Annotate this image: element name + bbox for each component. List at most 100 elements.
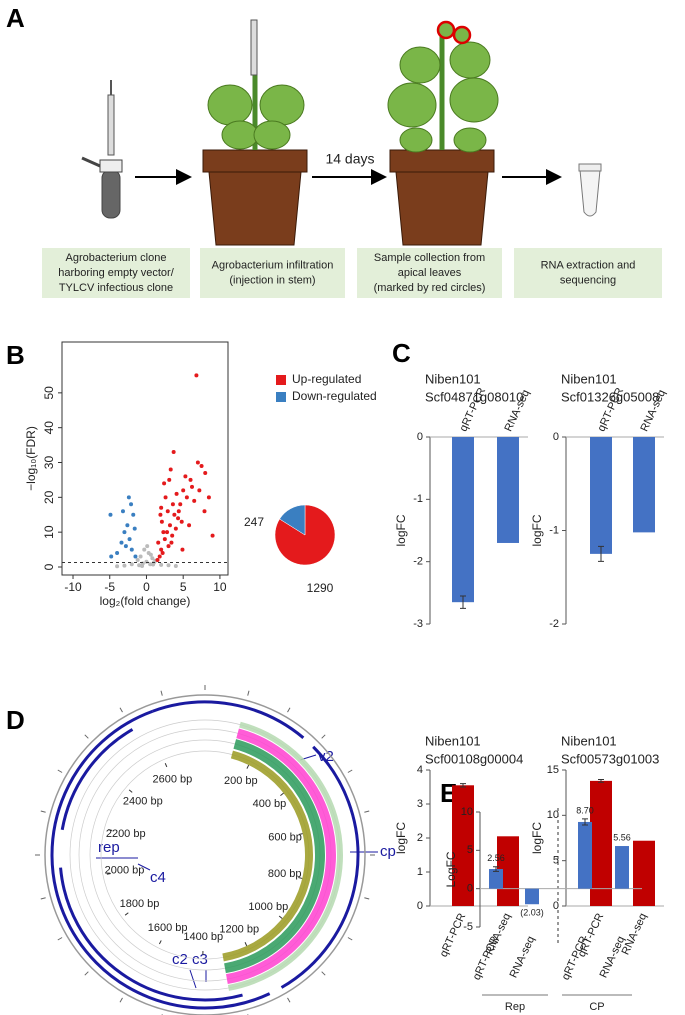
- pie-label: 247: [244, 515, 264, 529]
- gene-labels: v2 cp rep c4 c2 c3: [96, 748, 396, 989]
- gene-arc: [50, 709, 271, 1010]
- point: [206, 495, 211, 500]
- point: [190, 484, 195, 489]
- bar: [497, 437, 519, 543]
- step-text: Agrobacterium infiltration: [212, 259, 334, 271]
- point: [133, 554, 138, 559]
- point: [127, 537, 132, 542]
- y-axis-label: LogFC: [444, 851, 458, 887]
- y-tick-label: 0: [42, 563, 56, 570]
- point: [132, 526, 137, 531]
- point: [165, 530, 170, 535]
- y-tick-label: -5: [463, 921, 473, 933]
- step-text: sequencing: [560, 274, 616, 286]
- point: [162, 481, 167, 486]
- step-text: harboring empty vector/: [58, 267, 174, 279]
- point: [108, 512, 113, 517]
- point: [199, 463, 204, 468]
- point: [176, 509, 181, 514]
- outer-tick: [40, 897, 46, 900]
- point: [192, 498, 197, 503]
- point: [122, 563, 127, 568]
- y-tick-label: 0: [417, 900, 423, 912]
- point: [135, 558, 140, 563]
- point: [161, 530, 166, 535]
- point: [150, 556, 155, 561]
- step-box: [514, 248, 662, 298]
- y-tick-label: 0: [467, 883, 473, 895]
- outer-tick: [247, 690, 250, 696]
- coverage-track: [224, 739, 325, 974]
- y-tick-label: -1: [413, 493, 423, 505]
- point: [159, 562, 164, 567]
- point: [162, 537, 167, 542]
- value-label: 8.70: [576, 805, 594, 815]
- map-tick: [108, 828, 113, 831]
- x-tick-label: RNA-seq: [598, 934, 628, 980]
- point: [129, 547, 134, 552]
- point: [126, 495, 131, 500]
- error-bar: [598, 545, 604, 562]
- point: [122, 530, 127, 535]
- gene-label: rep: [98, 839, 120, 856]
- x-tick-label: 5: [180, 580, 187, 594]
- point: [119, 540, 124, 545]
- y-tick-label: 5: [467, 844, 473, 856]
- outer-tick: [160, 690, 163, 696]
- outer-tick: [57, 769, 63, 773]
- point: [197, 488, 202, 493]
- point: [173, 563, 178, 568]
- bar: [590, 780, 612, 906]
- value-label: 5.56: [613, 832, 631, 842]
- point: [180, 547, 185, 552]
- map-tick: [128, 789, 133, 793]
- point: [115, 551, 120, 556]
- point: [125, 523, 130, 528]
- map-tick: [298, 833, 303, 835]
- bar: [633, 840, 655, 906]
- bar: [615, 846, 629, 889]
- y-tick-label: 3: [417, 798, 423, 810]
- x-tick-label: qRT-PCR: [438, 911, 469, 959]
- map-tick-label: 1800 bp: [120, 898, 160, 910]
- y-axis-label: logFC: [394, 822, 408, 854]
- chart-title: Scf04871g08010: [425, 389, 523, 404]
- step-text: RNA extraction and: [541, 259, 636, 271]
- gene-label: v2: [318, 748, 334, 765]
- point: [123, 544, 128, 549]
- error-bar: [598, 779, 604, 783]
- point: [115, 564, 120, 569]
- pie-slice: [279, 504, 306, 536]
- workflow-art: [81, 19, 602, 246]
- x-tick-label: RNA-seq: [508, 934, 538, 980]
- y-axis-label: −log₁₀(FDR): [24, 426, 38, 491]
- point: [167, 477, 172, 482]
- point: [109, 554, 114, 559]
- map-tick: [280, 792, 284, 796]
- error-bar: [582, 818, 588, 826]
- point: [168, 467, 173, 472]
- outer-tick: [84, 971, 89, 976]
- y-tick-label: -2: [549, 618, 559, 630]
- point: [183, 474, 188, 479]
- point: [148, 552, 153, 557]
- map-tick-label: 200 bp: [224, 775, 258, 787]
- point: [163, 495, 168, 500]
- y-tick-label: 20: [42, 490, 56, 504]
- panel-label: B: [6, 340, 25, 370]
- y-tick-label: 10: [42, 525, 56, 539]
- step-text: (injection in stem): [229, 274, 315, 286]
- step-text: Sample collection from: [374, 252, 485, 264]
- y-tick-label: 10: [461, 806, 473, 818]
- y-tick-label: 40: [42, 421, 56, 435]
- point: [210, 533, 215, 538]
- chart-title: Niben101: [425, 733, 481, 748]
- y-tick-label: 0: [553, 431, 559, 443]
- point: [159, 505, 164, 510]
- map-tick-label: 1000 bp: [248, 901, 288, 913]
- point: [166, 563, 171, 568]
- x-tick-label: RNA-seq: [620, 911, 650, 957]
- point: [151, 562, 156, 567]
- gene-label: c4: [150, 869, 166, 886]
